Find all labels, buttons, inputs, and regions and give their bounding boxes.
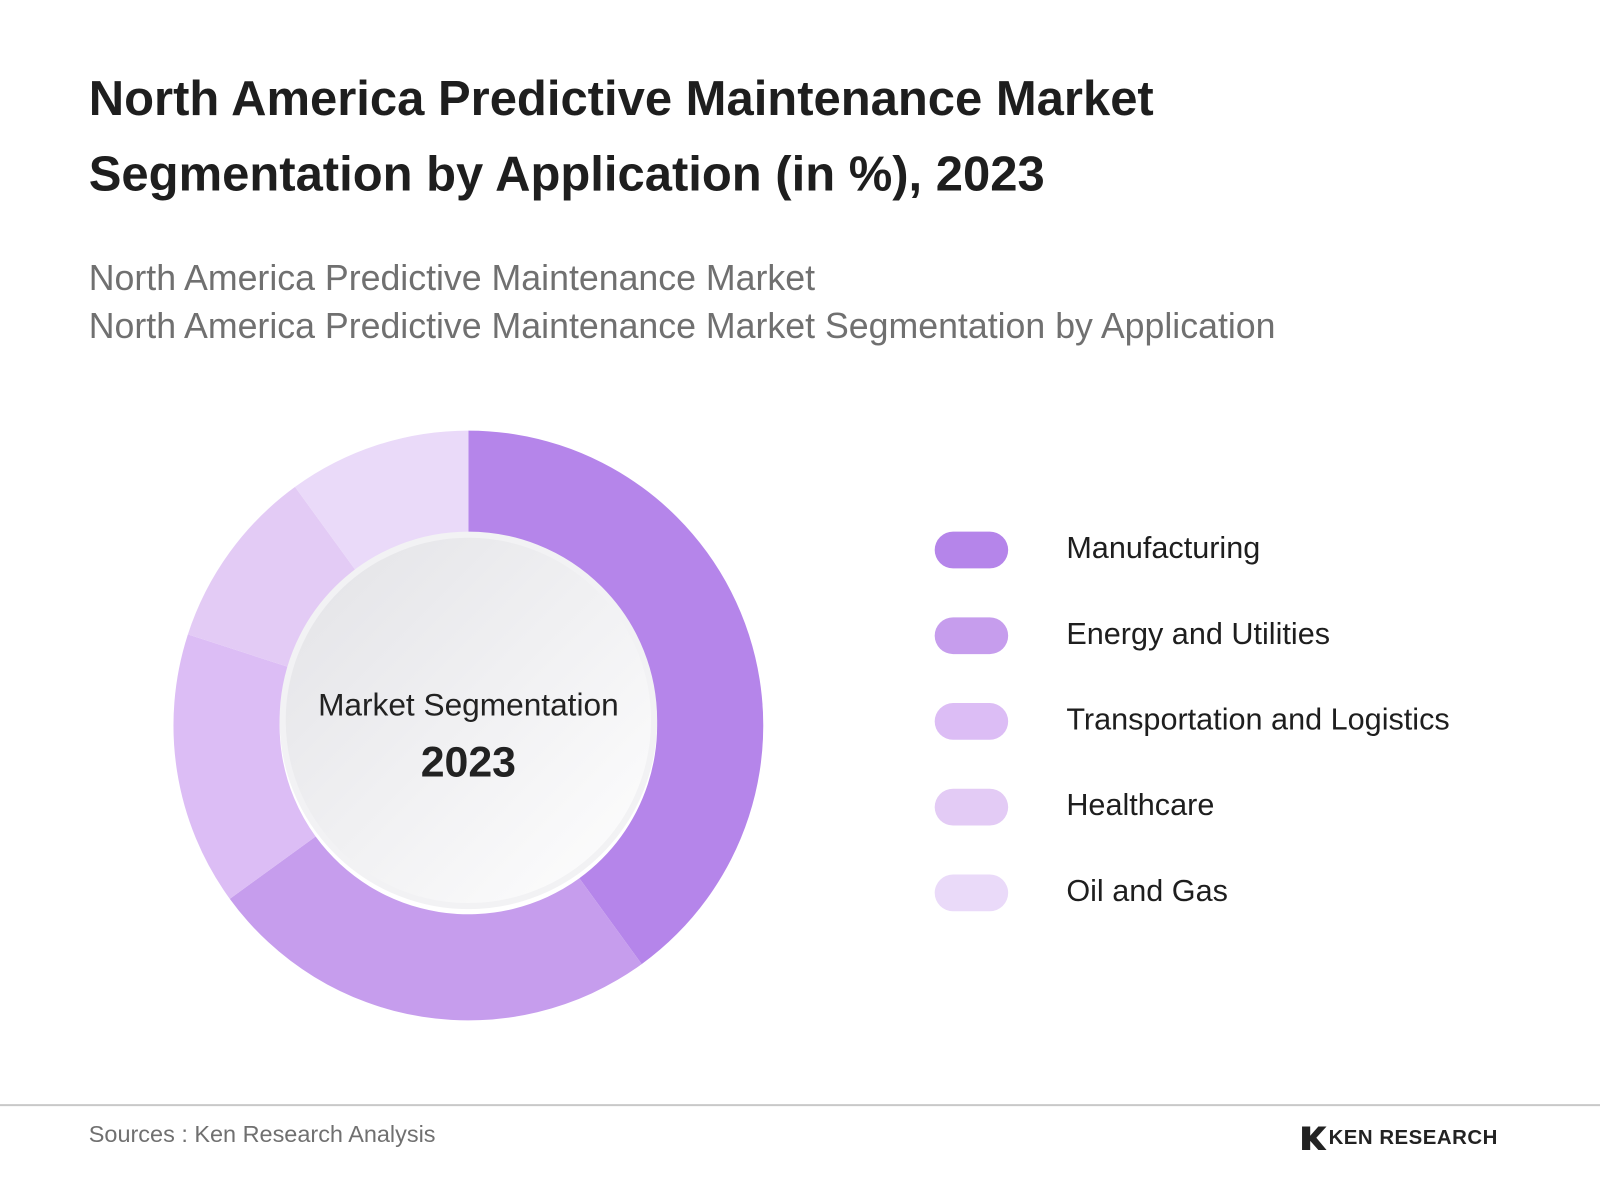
legend-label: Healthcare (1066, 788, 1214, 822)
legend-label: Transportation and Logistics (1066, 703, 1449, 737)
donut-segment (468, 430, 764, 965)
legend-swatch (934, 874, 1009, 912)
legend-swatch (934, 531, 1009, 569)
source-note: Sources : Ken Research Analysis (89, 1121, 436, 1147)
legend-label: Manufacturing (1066, 531, 1260, 565)
logo: KEN RESEARCH (1302, 1126, 1498, 1150)
legend-swatch (934, 703, 1009, 740)
chart-subtitle: North America Predictive Maintenance Mar… (89, 306, 1276, 346)
center-disc (279, 531, 658, 910)
donut-segment (173, 634, 316, 899)
logo-icon (1302, 1126, 1327, 1150)
legend-label: Energy and Utilities (1066, 617, 1330, 651)
center-year: 2023 (421, 739, 516, 787)
legend-label: Oil and Gas (1066, 874, 1228, 908)
legend: Manufacturing Energy and Utilities Transpo… (934, 531, 1450, 912)
legend-swatch (934, 617, 1009, 655)
donut (173, 430, 764, 1021)
donut-segment (187, 486, 358, 668)
legend-swatch (934, 788, 1009, 826)
donut-segment (229, 836, 642, 1021)
center-label: Market Segmentation (318, 687, 619, 723)
chart-title: North America Predictive Maintenance Mar… (89, 72, 1154, 126)
chart-title: Segmentation by Application (in %), 2023 (89, 147, 1045, 201)
logo-text: KEN RESEARCH (1329, 1127, 1498, 1149)
chart-subtitle: North America Predictive Maintenance Mar… (89, 258, 815, 298)
